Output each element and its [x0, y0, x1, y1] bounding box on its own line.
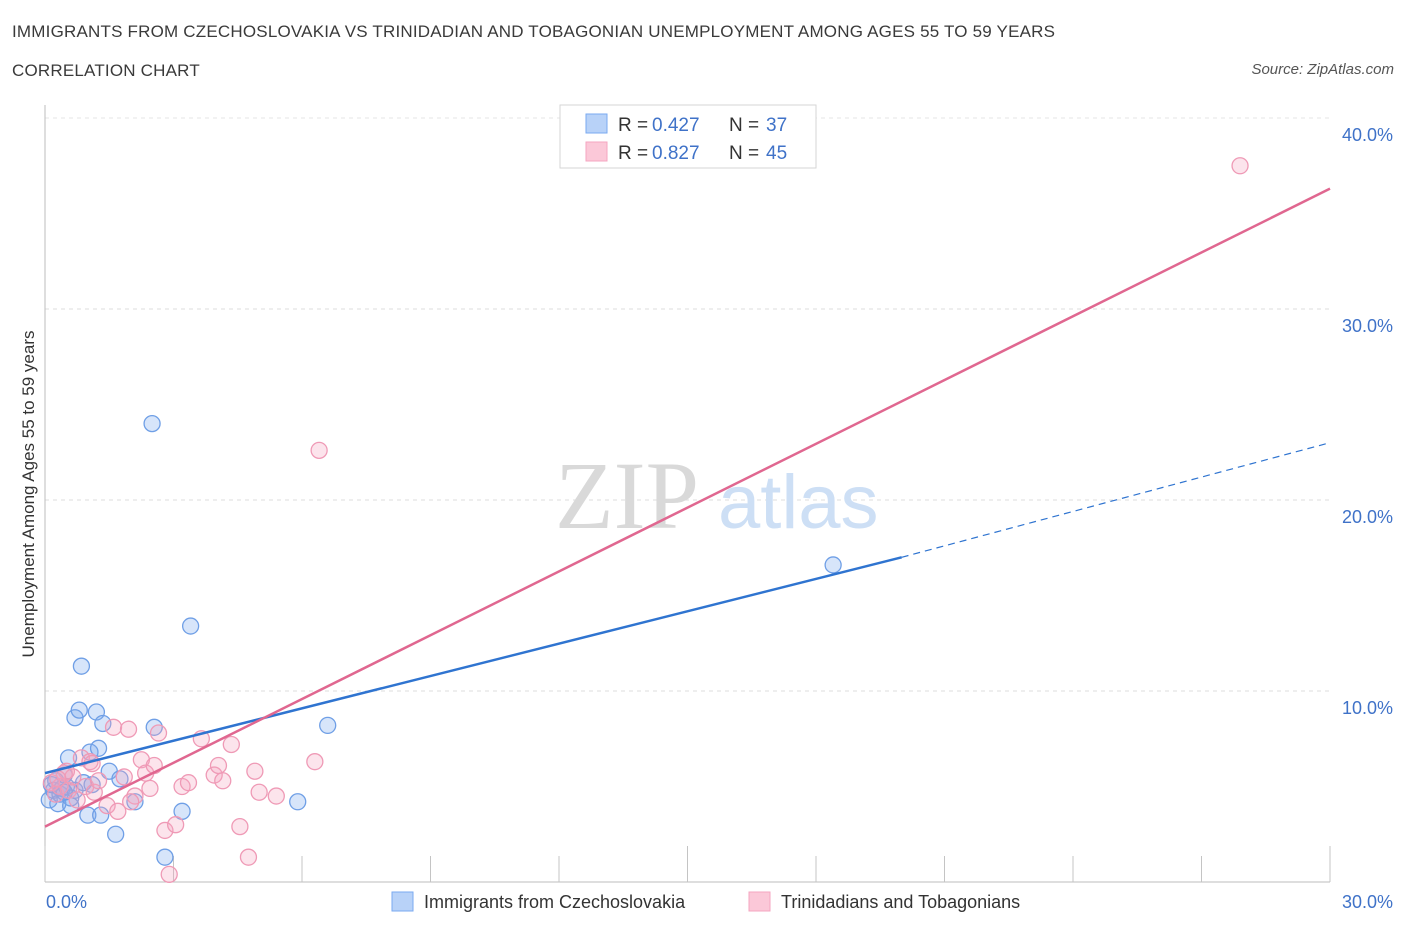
point-trinidad-34 — [239, 848, 258, 866]
point-czech-13 — [72, 657, 91, 675]
chart-title: IMMIGRANTS FROM CZECHOSLOVAKIA VS TRINID… — [12, 22, 1056, 41]
point-trinidad-36 — [250, 783, 268, 801]
point-czech-23 — [107, 825, 125, 843]
trend-lines — [44, 187, 1331, 828]
x-tick-label-max: 30.0% — [1342, 892, 1393, 912]
legend-n-value-blue: 37 — [766, 115, 787, 136]
point-czech-15 — [79, 806, 97, 824]
legend-bottom-swatch-pink — [748, 891, 771, 912]
y-tick-label-20: 20.0% — [1342, 507, 1393, 527]
legend-bottom-label-pink: Trinidadians and Tobagonians — [781, 892, 1020, 912]
legend-r-value-pink: 0.827 — [652, 143, 700, 164]
x-tick-label-min: 0.0% — [46, 892, 87, 912]
axes — [44, 105, 1331, 883]
point-czech-32 — [319, 716, 337, 735]
point-trinidad-14 — [109, 802, 127, 820]
point-trinidad-40 — [1231, 157, 1249, 175]
legend-swatch-pink — [585, 141, 608, 162]
point-czech-31 — [289, 793, 307, 811]
grid — [45, 117, 1330, 692]
legend-bottom-swatch-blue — [391, 891, 414, 912]
data-points — [40, 157, 1249, 884]
legend-bottom-label-blue: Immigrants from Czechoslovakia — [424, 892, 686, 912]
point-trinidad-22 — [149, 724, 168, 742]
legend-n-label-blue: N = — [729, 115, 759, 136]
point-trinidad-15 — [115, 768, 133, 786]
point-trinidad-43 — [122, 793, 140, 811]
point-czech-19 — [89, 739, 108, 757]
point-trinidad-25 — [166, 816, 185, 834]
point-czech-12 — [70, 701, 88, 719]
stats-legend: R = 0.427 N = 37 R = 0.827 N = 45 — [559, 104, 817, 169]
legend-swatch-blue — [585, 113, 608, 134]
watermark-zip: ZIP — [555, 442, 699, 549]
point-trinidad-6 — [68, 791, 86, 809]
point-trinidad-11 — [89, 772, 108, 790]
trend-line-czech-extension — [901, 442, 1331, 558]
point-trinidad-30 — [209, 756, 228, 775]
trend-line-czech — [44, 556, 902, 775]
point-czech-30 — [181, 617, 200, 635]
point-trinidad-13 — [104, 718, 123, 736]
y-axis-label: Unemployment Among Ages 55 to 59 years — [19, 331, 38, 658]
series-legend: Immigrants from Czechoslovakia Trinidadi… — [391, 891, 1020, 912]
point-czech-28 — [156, 848, 174, 866]
tick-labels: 10.0% 20.0% 30.0% 40.0% 0.0% 30.0% — [46, 125, 1393, 912]
point-trinidad-27 — [179, 774, 198, 792]
trend-line-trinidad — [44, 187, 1331, 828]
y-tick-label-30: 30.0% — [1342, 316, 1393, 336]
chart-subtitle: CORRELATION CHART — [12, 61, 200, 80]
legend-n-value-pink: 45 — [766, 143, 787, 164]
point-trinidad-12 — [98, 796, 116, 815]
legend-r-label-pink: R = — [618, 143, 648, 164]
source-label: Source: ZipAtlas.com — [1251, 61, 1394, 78]
point-trinidad-4 — [59, 781, 78, 799]
point-czech-21 — [94, 714, 112, 733]
point-trinidad-39 — [310, 441, 328, 459]
legend-n-label-pink: N = — [729, 143, 759, 164]
point-trinidad-35 — [246, 762, 264, 780]
point-czech-33 — [824, 556, 842, 574]
point-trinidad-44 — [49, 770, 67, 788]
point-trinidad-23 — [156, 821, 174, 840]
point-czech-20 — [92, 806, 110, 824]
point-trinidad-24 — [160, 865, 178, 884]
point-trinidad-29 — [205, 766, 223, 784]
point-trinidad-37 — [267, 787, 285, 805]
point-czech-26 — [143, 414, 161, 433]
point-trinidad-20 — [141, 779, 159, 798]
point-trinidad-31 — [214, 772, 232, 790]
y-tick-label-10: 10.0% — [1342, 698, 1393, 718]
point-trinidad-16 — [119, 720, 138, 738]
y-tick-label-40: 40.0% — [1342, 125, 1393, 145]
legend-r-value-blue: 0.427 — [652, 115, 700, 136]
watermark-atlas: atlas — [718, 460, 879, 545]
point-czech-25 — [126, 793, 144, 811]
legend-r-label-blue: R = — [618, 115, 648, 136]
point-trinidad-32 — [222, 735, 240, 754]
point-trinidad-33 — [231, 817, 249, 836]
point-trinidad-38 — [306, 753, 324, 771]
